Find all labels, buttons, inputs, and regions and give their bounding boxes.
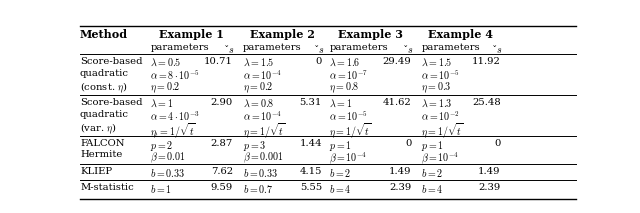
Text: $\lambda = 1$: $\lambda = 1$ [150,98,173,109]
Text: parameters: parameters [421,43,480,52]
Text: (const. $\eta$): (const. $\eta$) [80,81,127,95]
Text: $p = 1$: $p = 1$ [421,138,444,153]
Text: $b = 1$: $b = 1$ [150,183,172,196]
Text: $\lambda = 0.8$: $\lambda = 0.8$ [243,98,274,109]
Text: $\eta = 0.2$: $\eta = 0.2$ [150,81,181,95]
Text: $\lambda = 1.6$: $\lambda = 1.6$ [330,57,361,68]
Text: $\eta = 1/\sqrt{t}$: $\eta = 1/\sqrt{t}$ [421,122,464,141]
Text: $b = 2$: $b = 2$ [421,167,444,179]
Text: 4.15: 4.15 [300,167,322,176]
Text: parameters: parameters [150,43,209,52]
Text: 41.62: 41.62 [383,98,412,107]
Text: 1.44: 1.44 [300,138,322,148]
Text: $p = 3$: $p = 3$ [243,138,266,153]
Text: $\alpha = 10^{-4}$: $\alpha = 10^{-4}$ [243,110,282,123]
Text: $\eta = 0.3$: $\eta = 0.3$ [421,81,452,95]
Text: $\eta = 0.2$: $\eta = 0.2$ [243,81,273,95]
Text: $\alpha = 10^{-7}$: $\alpha = 10^{-7}$ [330,69,369,82]
Text: $\eta = 0.8$: $\eta = 0.8$ [330,81,360,95]
Text: $\alpha = 10^{-2}$: $\alpha = 10^{-2}$ [421,110,460,123]
Text: Hermite: Hermite [80,150,122,160]
Text: $\beta = 10^{-4}$: $\beta = 10^{-4}$ [421,150,460,166]
Text: parameters: parameters [243,43,301,52]
Text: quadratic: quadratic [80,69,129,78]
Text: Score-based: Score-based [80,57,143,66]
Text: $\lambda = 1.5$: $\lambda = 1.5$ [421,57,452,68]
Text: 1.49: 1.49 [478,167,500,176]
Text: $\eta_t = 1/\sqrt{t}$: $\eta_t = 1/\sqrt{t}$ [150,122,196,141]
Text: 1.49: 1.49 [389,167,412,176]
Text: $\check{s}$: $\check{s}$ [314,43,324,55]
Text: 2.39: 2.39 [478,183,500,193]
Text: 25.48: 25.48 [472,98,500,107]
Text: Method: Method [80,29,128,40]
Text: $b = 2$: $b = 2$ [330,167,351,179]
Text: $\eta = 1/\sqrt{t}$: $\eta = 1/\sqrt{t}$ [243,122,285,141]
Text: $\alpha = 4 \cdot 10^{-3}$: $\alpha = 4 \cdot 10^{-3}$ [150,110,200,123]
Text: $b = 4$: $b = 4$ [330,183,351,196]
Text: Example 1: Example 1 [159,29,224,40]
Text: $\beta = 10^{-4}$: $\beta = 10^{-4}$ [330,150,367,166]
Text: 29.49: 29.49 [383,57,412,66]
Text: $\alpha = 8 \cdot 10^{-5}$: $\alpha = 8 \cdot 10^{-5}$ [150,69,200,82]
Text: 0: 0 [405,138,412,148]
Text: 2.90: 2.90 [211,98,233,107]
Text: 2.87: 2.87 [211,138,233,148]
Text: 0: 0 [316,57,322,66]
Text: 9.59: 9.59 [211,183,233,193]
Text: $b = 0.7$: $b = 0.7$ [243,183,273,196]
Text: $b = 4$: $b = 4$ [421,183,444,196]
Text: $\lambda = 1.5$: $\lambda = 1.5$ [243,57,274,68]
Text: $\check{s}$: $\check{s}$ [225,43,236,55]
Text: 5.55: 5.55 [300,183,322,193]
Text: parameters: parameters [330,43,388,52]
Text: 7.62: 7.62 [211,167,233,176]
Text: M-statistic: M-statistic [80,183,134,193]
Text: $\check{s}$: $\check{s}$ [493,43,503,55]
Text: 5.31: 5.31 [300,98,322,107]
Text: $p = 2$: $p = 2$ [150,138,173,153]
Text: KLIEP: KLIEP [80,167,112,176]
Text: $\check{s}$: $\check{s}$ [404,43,414,55]
Text: 2.39: 2.39 [389,183,412,193]
Text: 11.92: 11.92 [472,57,500,66]
Text: 10.71: 10.71 [204,57,233,66]
Text: 0: 0 [494,138,500,148]
Text: $\lambda = 1$: $\lambda = 1$ [330,98,353,109]
Text: (var. $\eta$): (var. $\eta$) [80,122,116,136]
Text: $p = 1$: $p = 1$ [330,138,352,153]
Text: Example 4: Example 4 [428,29,493,40]
Text: $\alpha = 10^{-5}$: $\alpha = 10^{-5}$ [330,110,368,123]
Text: Example 2: Example 2 [250,29,315,40]
Text: $\alpha = 10^{-4}$: $\alpha = 10^{-4}$ [243,69,282,82]
Text: quadratic: quadratic [80,110,129,119]
Text: Example 3: Example 3 [338,29,403,40]
Text: $b = 0.33$: $b = 0.33$ [243,167,278,179]
Text: $\beta = 0.001$: $\beta = 0.001$ [243,150,284,165]
Text: $\eta = 1/\sqrt{t}$: $\eta = 1/\sqrt{t}$ [330,122,372,141]
Text: $\beta = 0.01$: $\beta = 0.01$ [150,150,186,165]
Text: Score-based: Score-based [80,98,143,107]
Text: $\alpha = 10^{-5}$: $\alpha = 10^{-5}$ [421,69,460,82]
Text: $\lambda = 0.5$: $\lambda = 0.5$ [150,57,182,68]
Text: $b = 0.33$: $b = 0.33$ [150,167,186,179]
Text: $\lambda = 1.3$: $\lambda = 1.3$ [421,98,452,109]
Text: FALCON: FALCON [80,138,125,148]
